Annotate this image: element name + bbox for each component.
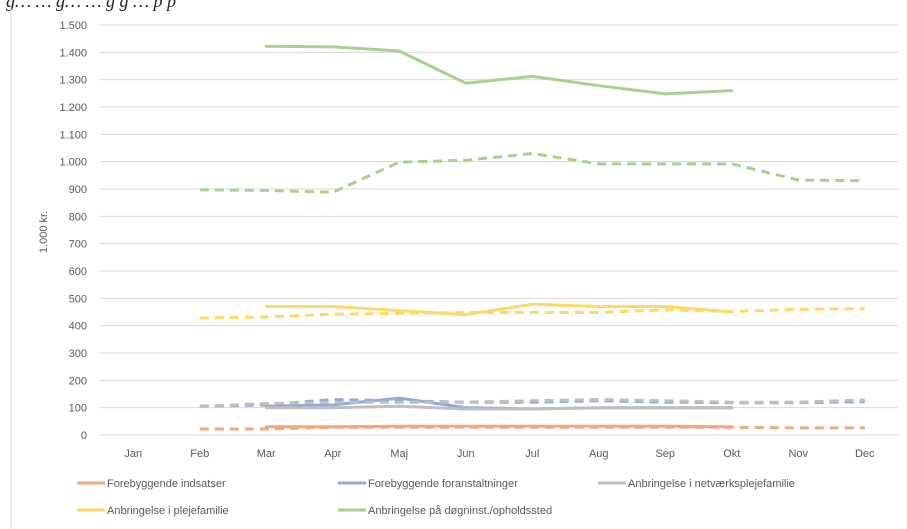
- series-line-8-solid: [264, 44, 734, 96]
- legend-label: Anbringelse i plejefamilie: [107, 505, 229, 517]
- y-tick-label: 200: [69, 375, 87, 387]
- series-line-6-solid: [264, 302, 734, 317]
- y-tick-label: 1.200: [59, 102, 87, 114]
- series-line-9-dashed: [199, 152, 865, 194]
- y-tick-label: 1.400: [59, 47, 87, 59]
- x-tick-label: Apr: [324, 448, 341, 460]
- x-tick-label: Jun: [457, 448, 475, 460]
- y-axis-ticks: 0 100 200 300 400 500 600 700 800 900 1.000 1.100 1.…: [59, 20, 87, 442]
- y-tick-label: 900: [69, 184, 87, 196]
- x-tick-label: Jan: [124, 448, 142, 460]
- series-line-4-solid: [264, 404, 734, 411]
- y-tick-label: 600: [69, 266, 87, 278]
- y-tick-label: 800: [69, 211, 87, 223]
- x-axis-ticks: Jan Feb Mar Apr Maj Jun Jul Aug Sep Okt Nov Dec: [124, 448, 875, 460]
- y-tick-label: 400: [69, 321, 87, 333]
- series-line-7-dashed: [199, 307, 865, 320]
- series-line-1-dashed: [199, 425, 865, 431]
- legend-label: Forebyggende indsatser: [107, 478, 226, 490]
- legend-label: Forebyggende foranstaltninger: [368, 478, 518, 490]
- gridlines: [100, 24, 898, 436]
- y-tick-label: 1.500: [59, 20, 87, 32]
- y-axis-label: 1.000 kr.: [38, 211, 50, 253]
- x-tick-label: Sep: [655, 448, 675, 460]
- x-tick-label: Feb: [190, 448, 209, 460]
- y-tick-label: 300: [69, 348, 87, 360]
- y-tick-label: 0: [81, 430, 87, 442]
- x-tick-label: Mar: [257, 448, 276, 460]
- series-line-5-dashed: [199, 398, 865, 408]
- x-tick-label: Nov: [788, 448, 808, 460]
- x-tick-label: Maj: [390, 448, 408, 460]
- y-tick-label: 1.300: [59, 75, 87, 87]
- x-tick-label: Jul: [525, 448, 539, 460]
- x-tick-label: Okt: [723, 448, 740, 460]
- y-tick-label: 100: [69, 403, 87, 415]
- series-lines: [199, 44, 865, 431]
- y-tick-label: 700: [69, 239, 87, 251]
- y-tick-label: 500: [69, 293, 87, 305]
- legend-label: Anbringelse på døgninst./opholdssted: [368, 505, 552, 517]
- x-tick-label: Dec: [855, 448, 875, 460]
- y-tick-label: 1.100: [59, 129, 87, 141]
- legend: Forebyggende indsatser Forebyggende foran…: [77, 478, 795, 517]
- chart-title-fragment: g… … g… … g g … p p: [6, 0, 177, 11]
- x-tick-label: Aug: [589, 448, 609, 460]
- y-tick-label: 1.000: [59, 157, 87, 169]
- legend-label: Anbringelse i netværksplejefamilie: [628, 478, 795, 490]
